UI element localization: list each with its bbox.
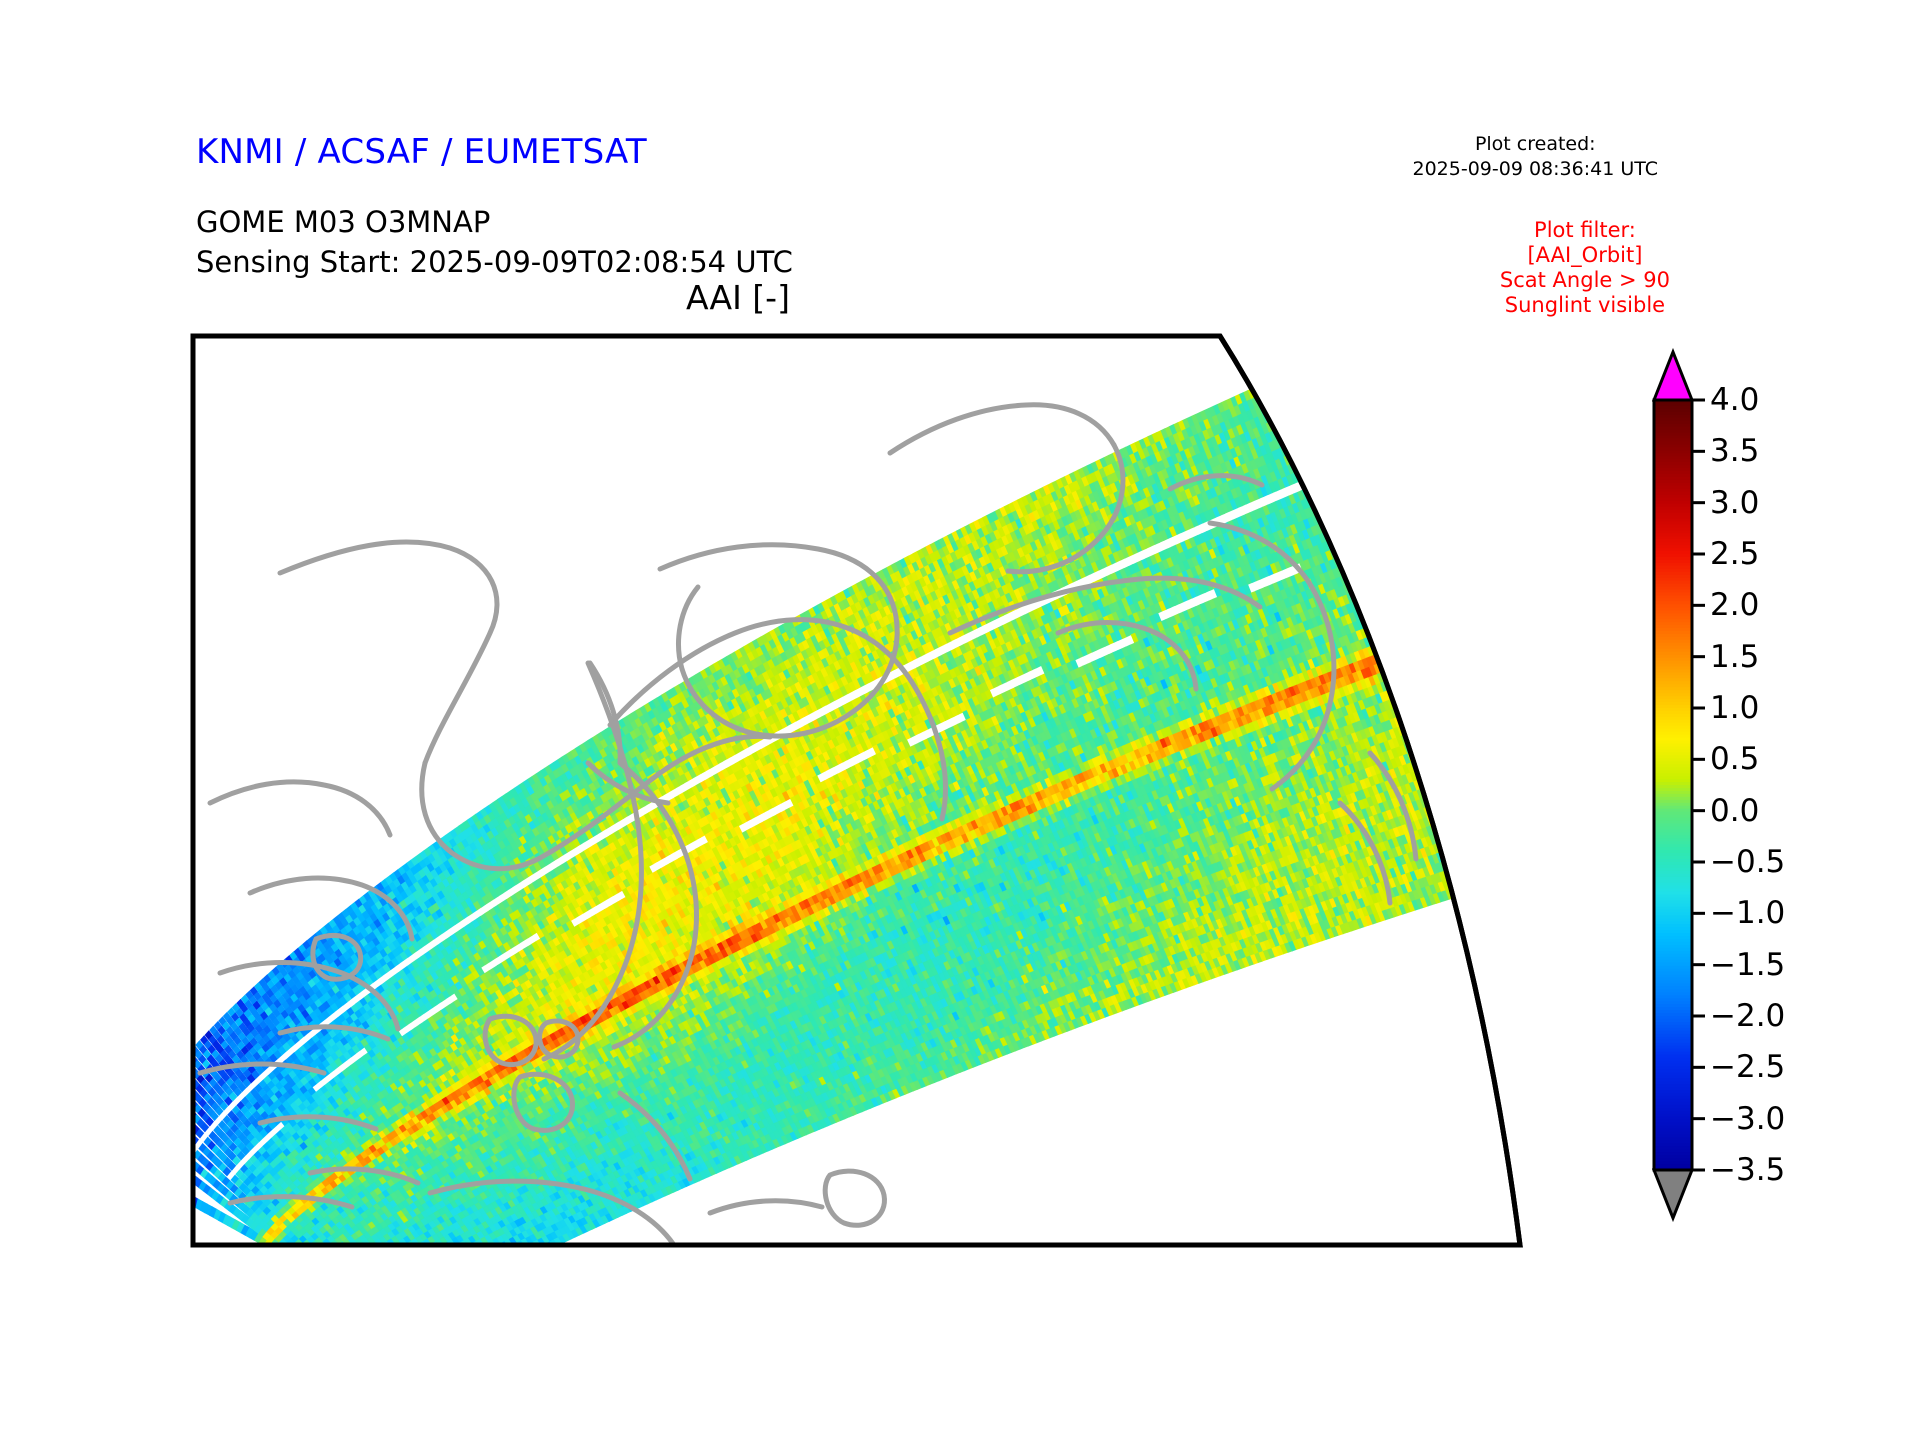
map-frame bbox=[190, 333, 1523, 1248]
coastline bbox=[676, 584, 755, 736]
coastline bbox=[227, 1194, 355, 1210]
colorbar-tick-label: −2.5 bbox=[1710, 1049, 1786, 1086]
plot-filter-title: Plot filter: bbox=[1534, 218, 1636, 242]
colorbar-tick-label: 0.5 bbox=[1710, 741, 1760, 778]
coastline bbox=[482, 1013, 539, 1067]
colorbar-gradient bbox=[1652, 348, 1705, 1223]
coastline bbox=[1005, 442, 1126, 575]
product-name: GOME M03 O3MNAP bbox=[196, 205, 491, 239]
coastline bbox=[1167, 473, 1265, 492]
coastline bbox=[585, 660, 644, 980]
map-canvas bbox=[190, 333, 1523, 1248]
aai-swath bbox=[193, 336, 1520, 1245]
colorbar-tick-label: −1.0 bbox=[1710, 895, 1786, 932]
colorbar-tick-label: −3.5 bbox=[1710, 1152, 1786, 1188]
plot-created-block: Plot created: 2025-09-09 08:36:41 UTC bbox=[1413, 132, 1659, 182]
colorbar-tick-label: 3.0 bbox=[1710, 484, 1760, 521]
map-plot-area bbox=[190, 333, 1660, 1248]
coastline bbox=[537, 733, 773, 861]
coastline bbox=[247, 875, 415, 942]
coastline bbox=[217, 960, 401, 1032]
colorbar-tick-label: −0.5 bbox=[1710, 844, 1786, 880]
coastline bbox=[1055, 620, 1199, 692]
coastline bbox=[310, 933, 364, 982]
agency-line: KNMI / ACSAF / EUMETSAT bbox=[196, 132, 647, 172]
coastline bbox=[1337, 800, 1393, 906]
coastline bbox=[427, 1178, 677, 1245]
plot-filter-block: Plot filter: [AAI_Orbit] Scat Angle > 90… bbox=[1500, 218, 1670, 318]
coastline bbox=[611, 970, 689, 1050]
coastline bbox=[749, 614, 900, 739]
coastline bbox=[887, 402, 1117, 456]
page-title: AAI [-] bbox=[686, 278, 790, 317]
coastline bbox=[1367, 750, 1419, 862]
colorbar-tick-label: −2.0 bbox=[1710, 998, 1786, 1034]
plot-filter-line1: [AAI_Orbit] bbox=[1527, 243, 1643, 267]
plot-filter-line2: Scat Angle > 90 bbox=[1499, 268, 1670, 292]
coastline bbox=[277, 1024, 391, 1042]
coastline bbox=[617, 1090, 693, 1182]
colorbar-tick-label: −3.0 bbox=[1710, 1100, 1786, 1137]
coastline bbox=[197, 1061, 327, 1076]
coastline bbox=[419, 760, 543, 872]
plot-filter-line3: Sunglint visible bbox=[1504, 293, 1666, 317]
coastline bbox=[617, 760, 699, 976]
sensing-start: Sensing Start: 2025-09-09T02:08:54 UTC bbox=[196, 245, 793, 279]
colorbar: 4.0 3.5 3.0 2.5 2.0 1.5 1.0 0.5 0.0 −0.5 −1.0 −1.5 −… bbox=[1652, 348, 1912, 1248]
colorbar-tick-label: 3.5 bbox=[1710, 433, 1760, 470]
colorbar-tick-label: 2.5 bbox=[1710, 536, 1760, 572]
coastline bbox=[847, 626, 949, 822]
coastline bbox=[657, 542, 899, 620]
coastline bbox=[307, 1166, 421, 1186]
coastline bbox=[822, 1168, 887, 1228]
coastline bbox=[257, 1114, 379, 1132]
colorbar-tick-label: 4.0 bbox=[1710, 382, 1760, 418]
coastline bbox=[277, 539, 500, 766]
colorbar-tick-label: 2.0 bbox=[1710, 587, 1760, 624]
colorbar-tick-label: 1.5 bbox=[1710, 638, 1760, 675]
coastline bbox=[1207, 520, 1337, 696]
coastline bbox=[947, 575, 1263, 636]
coastline bbox=[707, 1198, 825, 1216]
coastline bbox=[1269, 690, 1335, 792]
colorbar-tick-label: 0.0 bbox=[1710, 792, 1760, 829]
coastline bbox=[511, 1071, 575, 1133]
colorbar-tick-label: −1.5 bbox=[1710, 946, 1786, 983]
coastline bbox=[207, 779, 393, 838]
plot-created-timestamp: 2025-09-09 08:36:41 UTC bbox=[1412, 158, 1659, 180]
coastline bbox=[607, 617, 853, 728]
colorbar-tick-label: 1.0 bbox=[1710, 690, 1760, 726]
plot-created-label: Plot created: bbox=[1474, 133, 1596, 155]
coastline bbox=[537, 1018, 581, 1060]
